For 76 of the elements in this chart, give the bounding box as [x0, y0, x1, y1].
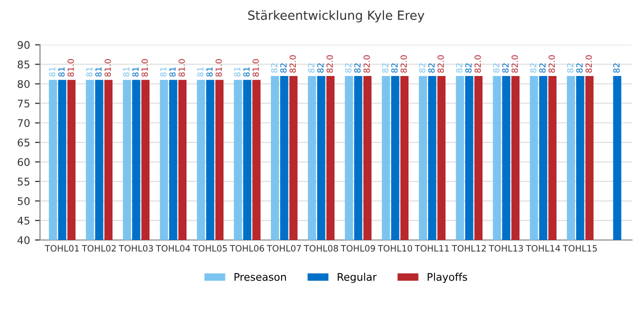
- data-label: 81: [243, 67, 250, 77]
- x-tick-label: TOHL07: [266, 245, 301, 252]
- y-tick-label: 65: [18, 138, 30, 147]
- data-label: 82: [345, 63, 352, 73]
- data-label: 81: [95, 67, 102, 77]
- data-label: 81.0: [104, 59, 111, 77]
- data-label: 82.0: [290, 55, 296, 73]
- data-label: 82: [530, 63, 536, 73]
- data-label: 82: [502, 63, 509, 73]
- y-tick-label: 70: [18, 119, 30, 127]
- x-tick-label: TOHL15: [562, 245, 597, 252]
- y-tick-label: 45: [18, 216, 30, 225]
- data-label: 82: [576, 63, 583, 73]
- data-label: 81: [123, 67, 130, 77]
- data-label: 81: [197, 67, 204, 77]
- x-tick-label: TOHL08: [304, 245, 338, 252]
- data-label: 82: [391, 63, 398, 73]
- x-tick-label: TOHL05: [192, 245, 227, 252]
- data-label: 81.0: [142, 59, 148, 77]
- x-tick-label: TOHL09: [340, 245, 375, 252]
- data-label: 82.0: [438, 55, 444, 73]
- data-label: 81.0: [252, 59, 259, 77]
- data-label: 82.0: [586, 55, 592, 73]
- data-label: 82: [428, 63, 435, 73]
- x-tick-label: TOHL01: [44, 245, 79, 252]
- data-label: 82.0: [548, 55, 555, 73]
- y-tick-label: 55: [18, 178, 30, 186]
- y-tick-label: 40: [18, 236, 30, 244]
- data-label: 82: [280, 63, 287, 73]
- y-tick-label: 50: [18, 197, 30, 206]
- data-label: 81: [169, 67, 176, 77]
- data-label: 82: [465, 63, 472, 73]
- data-label: 82: [493, 63, 500, 73]
- y-tick-label: 80: [18, 80, 30, 88]
- y-tick-label: 90: [18, 41, 30, 49]
- data-label: 81: [132, 67, 139, 77]
- legend-label: Regular: [338, 272, 377, 283]
- y-tick-label: 75: [18, 100, 30, 108]
- data-label: 82: [539, 63, 546, 73]
- data-label: 81: [206, 67, 213, 77]
- x-tick-label: TOHL12: [452, 245, 486, 252]
- data-label: 81: [49, 67, 56, 77]
- x-tick-label: TOHL02: [82, 245, 116, 252]
- data-label: 82: [308, 63, 314, 73]
- y-tick-label: 85: [18, 60, 30, 68]
- data-label: 82: [317, 63, 324, 73]
- legend-label: Playoffs: [428, 272, 468, 283]
- data-label: 82.0: [474, 55, 481, 73]
- data-label: 82.0: [512, 55, 518, 73]
- legend-label: Preseason: [234, 273, 286, 281]
- data-label: 82: [419, 63, 426, 73]
- x-tick-label: TOHL14: [526, 245, 560, 252]
- data-label: 81.0: [216, 59, 222, 77]
- x-tick-label: TOHL11: [414, 245, 449, 252]
- data-label: 81.0: [178, 59, 185, 77]
- x-tick-label: TOHL06: [230, 245, 264, 252]
- data-label: 82: [382, 63, 388, 73]
- y-tick-label: 60: [18, 158, 30, 166]
- data-label: 82: [567, 63, 574, 73]
- data-label: 82.0: [326, 55, 333, 73]
- x-tick-label: TOHL13: [488, 245, 523, 252]
- data-label: 81: [160, 67, 166, 77]
- x-tick-label: TOHL04: [156, 245, 190, 252]
- data-label: 82.0: [364, 55, 370, 73]
- data-label: 81.0: [68, 59, 74, 77]
- chart-title: Stärkeentwicklung Kyle Erey: [248, 10, 424, 22]
- data-label: 82.0: [400, 55, 407, 73]
- data-label: 82: [456, 63, 462, 73]
- data-label: 81: [58, 67, 65, 77]
- x-tick-label: TOHL10: [378, 245, 412, 252]
- x-tick-label: TOHL03: [118, 245, 153, 252]
- data-label: 82: [354, 63, 361, 73]
- data-label: 82: [271, 63, 278, 73]
- data-label: 82: [613, 63, 620, 73]
- data-label: 81: [234, 67, 240, 77]
- data-label: 81: [86, 67, 92, 77]
